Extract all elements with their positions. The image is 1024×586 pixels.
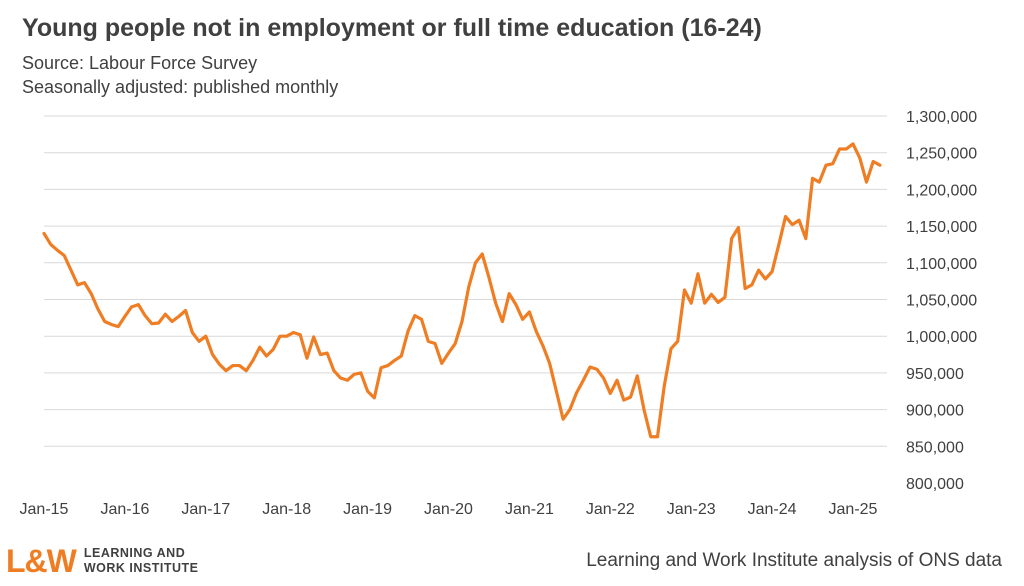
x-tick-label: Jan-24 bbox=[748, 501, 797, 518]
x-tick-label: Jan-20 bbox=[424, 501, 473, 518]
y-tick-label: 1,050,000 bbox=[906, 293, 977, 310]
y-tick-label: 800,000 bbox=[906, 476, 964, 493]
x-tick-label: Jan-18 bbox=[262, 501, 311, 518]
y-axis-ticks: 800,000 850,000 900,000 950,000 1,000,000 1,0… bbox=[906, 109, 977, 493]
logo-line-1: LEARNING AND bbox=[83, 546, 186, 560]
logo: L&W LEARNING AND WORK INSTITUTE bbox=[6, 545, 199, 577]
y-tick-label: 900,000 bbox=[906, 403, 964, 420]
x-tick-label: Jan-17 bbox=[181, 501, 230, 518]
x-tick-label: Jan-19 bbox=[343, 501, 392, 518]
logo-mark: L&W bbox=[6, 543, 77, 579]
y-tick-label: 1,000,000 bbox=[906, 329, 977, 346]
x-tick-label: Jan-21 bbox=[505, 501, 554, 518]
y-tick-label: 1,150,000 bbox=[906, 219, 977, 236]
y-tick-label: 1,300,000 bbox=[906, 109, 977, 126]
y-tick-label: 950,000 bbox=[906, 366, 964, 383]
footer-credit: Learning and Work Institute analysis of … bbox=[586, 550, 1002, 571]
x-axis-ticks: Jan-15 Jan-16 Jan-17 Jan-18 Jan-19 Jan-20 Jan-… bbox=[20, 501, 878, 518]
y-tick-label: 850,000 bbox=[906, 439, 964, 456]
chart-note: Seasonally adjusted: published monthly bbox=[22, 77, 339, 97]
x-tick-label: Jan-25 bbox=[829, 501, 878, 518]
y-tick-label: 1,100,000 bbox=[906, 256, 977, 273]
y-tick-label: 1,250,000 bbox=[906, 146, 977, 163]
x-tick-label: Jan-23 bbox=[667, 501, 716, 518]
x-tick-label: Jan-15 bbox=[20, 501, 69, 518]
x-tick-label: Jan-22 bbox=[586, 501, 635, 518]
gridlines bbox=[44, 115, 887, 447]
logo-line-2: WORK INSTITUTE bbox=[83, 561, 199, 575]
y-tick-label: 1,200,000 bbox=[906, 182, 977, 199]
series-line bbox=[42, 142, 882, 439]
chart-source: Source: Labour Force Survey bbox=[22, 53, 258, 73]
x-tick-label: Jan-16 bbox=[100, 501, 149, 518]
chart-title: Young people not in employment or full t… bbox=[22, 14, 762, 42]
logo-text: LEARNING AND WORK INSTITUTE bbox=[84, 546, 199, 576]
